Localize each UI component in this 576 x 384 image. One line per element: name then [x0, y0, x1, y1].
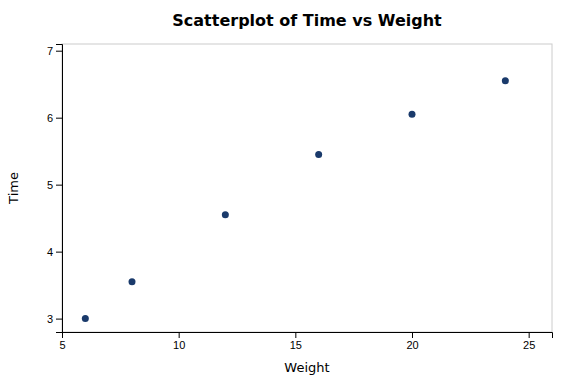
x-tick: 15 [290, 332, 302, 351]
scatter-point [502, 77, 509, 84]
y-tick-mark [56, 252, 62, 253]
y-tick-label: 5 [47, 179, 53, 191]
y-tick: 6 [47, 112, 62, 124]
x-tick-mark [529, 332, 530, 338]
y-axis: 3 4 5 6 7 [47, 45, 63, 333]
x-tick-label: 5 [59, 339, 65, 351]
x-axis-label: Weight [284, 360, 329, 375]
y-tick-label: 7 [47, 45, 53, 57]
chart-title: Scatterplot of Time vs Weight [172, 11, 442, 30]
x-tick-mark [179, 332, 180, 338]
y-tick-mark [56, 51, 62, 52]
x-tick: 25 [523, 332, 535, 351]
y-tick-label: 6 [47, 112, 53, 124]
x-tick-label: 25 [523, 339, 535, 351]
x-tick-mark [412, 332, 413, 338]
scatter-point [409, 111, 416, 118]
points [82, 77, 509, 322]
plot-frame [62, 44, 552, 332]
scatter-point [129, 278, 136, 285]
scatter-point [222, 211, 229, 218]
x-tick: 5 [59, 332, 65, 351]
y-tick: 7 [47, 45, 62, 57]
y-tick-label: 4 [47, 246, 53, 258]
x-axis-line [63, 333, 553, 339]
x-tick: 20 [406, 332, 418, 351]
y-tick: 4 [47, 246, 62, 258]
x-tick-label: 20 [406, 339, 418, 351]
y-tick: 5 [47, 179, 62, 191]
x-tick-label: 15 [290, 339, 302, 351]
x-tick-mark [295, 332, 296, 338]
y-tick-mark [56, 185, 62, 186]
y-axis-label: Time [6, 172, 21, 205]
x-tick: 10 [173, 332, 185, 351]
y-tick-mark [56, 319, 62, 320]
y-axis-line [56, 45, 63, 333]
x-tick-label: 10 [173, 339, 185, 351]
scatter-point [315, 151, 322, 158]
y-tick-mark [56, 118, 62, 119]
y-tick-label: 3 [47, 313, 53, 325]
chart-svg: 5 10 15 20 25 3 4 5 6 7 Scatterplot of Time vs Wei… [0, 0, 576, 384]
y-tick: 3 [47, 313, 62, 325]
scatter-point [82, 315, 89, 322]
x-axis: 5 10 15 20 25 [59, 332, 552, 351]
plot-area: 5 10 15 20 25 3 4 5 6 7 [47, 44, 553, 351]
